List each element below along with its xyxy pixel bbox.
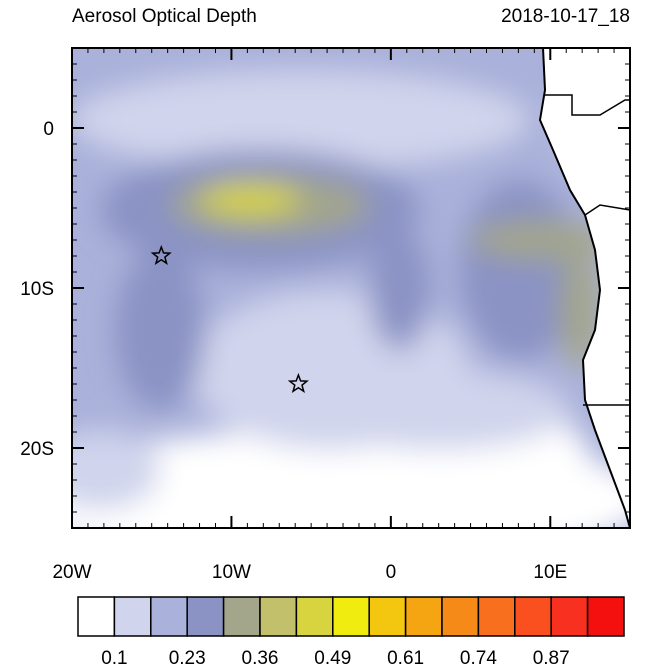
x-tick-label: 20W	[52, 562, 91, 583]
title: Aerosol Optical Depth	[72, 6, 257, 27]
colorbar-box	[259, 596, 298, 637]
colorbar-label: 0.61	[387, 648, 424, 667]
site-marker	[287, 372, 309, 394]
colorbar-label: 0.74	[460, 648, 497, 667]
colorbar-box	[332, 596, 370, 637]
colorbar-box	[222, 596, 261, 637]
y-tick-label: 20S	[20, 439, 54, 460]
colorbar-label: 0.36	[242, 648, 279, 667]
y-tick-label: 10S	[20, 279, 54, 300]
colorbar-box	[186, 596, 225, 637]
colorbar-box	[550, 596, 589, 637]
colorbar-label: 0.49	[314, 648, 351, 667]
colorbar-box	[477, 596, 516, 637]
colorbar-label: 0.23	[169, 648, 206, 667]
site-marker	[150, 244, 172, 266]
colorbar-box	[295, 596, 334, 637]
colorbar-box	[113, 596, 152, 637]
colorbar-label: 0.87	[533, 648, 570, 667]
colorbar-box	[404, 596, 443, 637]
colorbar-box	[368, 596, 407, 637]
colorbar-box	[514, 596, 552, 637]
aod-field	[72, 48, 630, 528]
x-tick-label: 0	[386, 562, 397, 583]
date: 2018-10-17_18	[501, 6, 630, 27]
colorbar-label: 0.1	[101, 648, 127, 667]
x-tick-label: 10E	[533, 562, 567, 583]
x-tick-label: 10W	[212, 562, 251, 583]
colorbar-box	[441, 596, 480, 637]
colorbar-box	[586, 596, 625, 637]
y-tick-label: 0	[43, 119, 54, 140]
colorbar-box	[150, 596, 188, 637]
colorbar-box	[77, 596, 116, 637]
